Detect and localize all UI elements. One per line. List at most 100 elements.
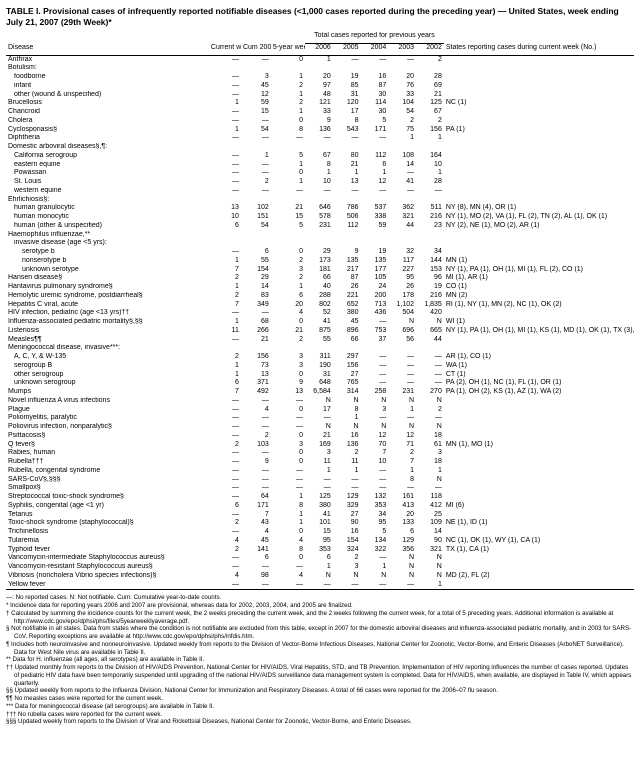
table-row: invasive disease (age <5 yrs): [6,239,634,248]
y2002-cell: 3 [416,449,444,458]
footnote-line: §§ Updated weekly from reports to the In… [6,687,634,695]
y2006-cell: 8 [305,161,333,170]
y2006-cell: 3 [305,449,333,458]
cw-cell: — [209,134,241,143]
states-cell: NC (1), OK (1), WY (1), CA (1) [444,537,634,546]
cum-cell: — [241,563,271,572]
y2003-cell: — [388,414,416,423]
table-row: Cholera——098522 [6,117,634,126]
avg-cell: 0 [271,554,305,563]
y2005-cell: 221 [333,292,361,301]
y2003-cell: 362 [388,204,416,213]
y2004-cell: — [361,581,389,590]
y2004-cell: — [361,362,389,371]
y2005-cell [333,239,361,248]
disease-cell: SARS-CoV§,§§§ [6,476,209,485]
y2005-cell: 27 [333,511,361,520]
cum-cell: 3 [241,73,271,82]
cum-cell: 6 [241,248,271,257]
table-row: Novel influenza A virus infections———NNN… [6,397,634,406]
states-cell: CO (1) [444,283,634,292]
y2005-cell: — [333,134,361,143]
cum-cell: 54 [241,126,271,135]
avg-cell: 9 [271,379,305,388]
y2004-cell: 16 [361,73,389,82]
cw-cell: — [209,187,241,196]
table-row: Rabies, human——032723 [6,449,634,458]
y2005-cell: 9 [333,248,361,257]
states-cell [444,73,634,82]
table-row: Psittacosis§—202116121218 [6,432,634,441]
cum-cell: — [241,484,271,493]
cw-cell: — [209,406,241,415]
states-cell: PA (2), OH (1), NC (1), FL (1), OR (1) [444,379,634,388]
y2002-cell: 270 [416,388,444,397]
states-cell [444,64,634,73]
table-row: nonserotype b1552173135135117144MN (1) [6,257,634,266]
y2002-cell: 2 [416,117,444,126]
disease-cell: foodborne [6,73,209,82]
y2002-cell: N [416,554,444,563]
y2003-cell: 32 [388,248,416,257]
table-row: Mumps7492136,584314258231270PA (1), OH (… [6,388,634,397]
cw-cell: 1 [209,283,241,292]
y2003-cell: 413 [388,502,416,511]
y2005-cell: 90 [333,519,361,528]
y2003-cell: — [388,362,416,371]
avg-cell [271,64,305,73]
y2004-cell: — [361,379,389,388]
y2005-cell: 1 [333,169,361,178]
cw-cell: — [209,73,241,82]
cum-cell: 21 [241,336,271,345]
y2005-cell: 1 [333,414,361,423]
disease-cell: Ehrlichiosis§: [6,196,209,205]
y2003-cell: 56 [388,336,416,345]
cum-cell: 59 [241,99,271,108]
y2006-cell: 95 [305,537,333,546]
cum-cell [241,64,271,73]
table-header: Disease Current week Cum 2007 5-year wee… [6,32,634,55]
y2004-cell: 436 [361,309,389,318]
hdr-disease: Disease [6,32,209,55]
y2004-cell: — [361,467,389,476]
footnote-line: ¶ Includes both neuroinvasive and nonneu… [6,641,634,657]
cw-cell: 6 [209,502,241,511]
avg-cell: 0 [271,371,305,380]
cw-cell [209,196,241,205]
cum-cell: — [241,397,271,406]
cum-cell: — [241,169,271,178]
y2005-cell [333,344,361,353]
states-cell: NY (8), MN (4), OR (1) [444,204,634,213]
avg-cell: 0 [271,55,305,64]
cw-cell: — [209,423,241,432]
states-cell [444,161,634,170]
y2005-cell: 297 [333,353,361,362]
avg-cell [271,344,305,353]
disease-cell: Psittacosis§ [6,432,209,441]
cum-cell: 55 [241,257,271,266]
y2002-cell: 1 [416,467,444,476]
states-cell [444,406,634,415]
y2005-cell: 16 [333,432,361,441]
table-row: Plague—40178312 [6,406,634,415]
avg-cell: — [271,423,305,432]
y2004-cell: 114 [361,99,389,108]
y2004-cell: 10 [361,458,389,467]
disease-cell: Hantavirus pulmonary syndrome§ [6,283,209,292]
y2002-cell: — [416,187,444,196]
avg-cell [271,231,305,240]
cw-cell: — [209,432,241,441]
cw-cell: — [209,309,241,318]
y2004-cell: — [361,371,389,380]
avg-cell: 0 [271,117,305,126]
cum-cell: 156 [241,353,271,362]
y2003-cell: N [388,318,416,327]
footnote-line: § Not notifiable in all states. Data fro… [6,625,634,641]
y2005-cell: — [333,55,361,64]
y2005-cell [333,231,361,240]
y2006-cell [305,143,333,152]
y2002-cell: 14 [416,528,444,537]
states-cell [444,108,634,117]
y2005-cell: 112 [333,222,361,231]
y2002-cell: 321 [416,546,444,555]
